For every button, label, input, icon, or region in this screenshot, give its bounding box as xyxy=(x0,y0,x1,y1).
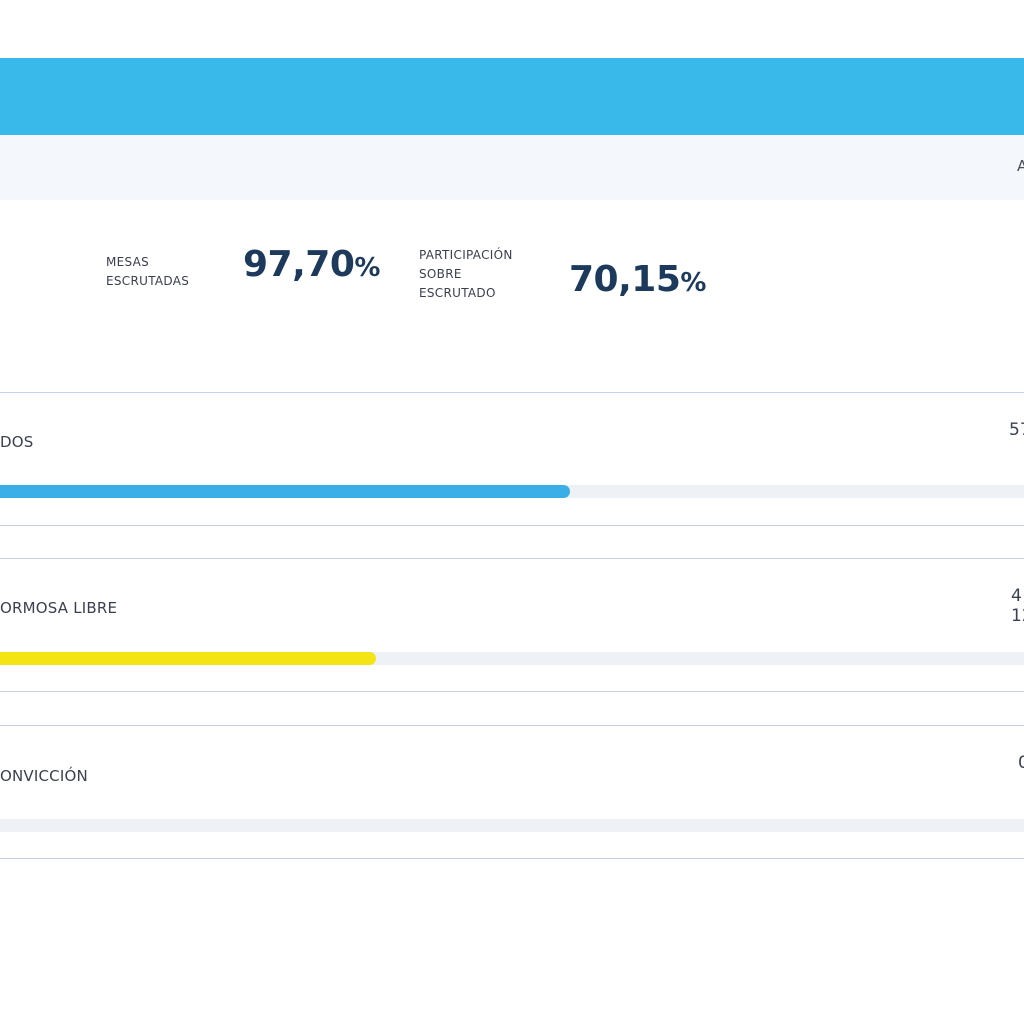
mesas-escrutadas-label: MESAS ESCRUTADAS xyxy=(106,255,190,288)
header-bar xyxy=(0,58,1024,135)
row-separator xyxy=(0,392,1024,393)
result-bar-fill xyxy=(0,652,376,665)
result-bar-fill xyxy=(0,485,571,498)
result-bar-track xyxy=(0,485,1024,498)
party-result-value: 0 xyxy=(1018,753,1024,773)
result-bar-track xyxy=(0,652,1024,665)
participacion-value: 70,15% xyxy=(569,259,706,300)
party-name: DOS xyxy=(0,433,34,451)
sub-header-right-text: A xyxy=(1017,157,1024,175)
row-separator xyxy=(0,558,1024,559)
party-result-value: 57 xyxy=(1009,420,1024,440)
row-separator xyxy=(0,858,1024,859)
row-separator xyxy=(0,725,1024,726)
mesas-escrutadas-value: 97,70% xyxy=(243,244,380,285)
sub-header-bar xyxy=(0,135,1024,200)
party-name: ORMOSA LIBRE xyxy=(0,599,118,617)
participacion-label: PARTICIPACIÓN SOBRE ESCRUTADO xyxy=(419,248,513,300)
result-bar-track xyxy=(0,819,1024,832)
row-separator xyxy=(0,525,1024,526)
party-name: ONVICCIÓN xyxy=(0,767,88,785)
row-separator xyxy=(0,691,1024,692)
party-result-value: 4 12 xyxy=(1011,586,1024,626)
